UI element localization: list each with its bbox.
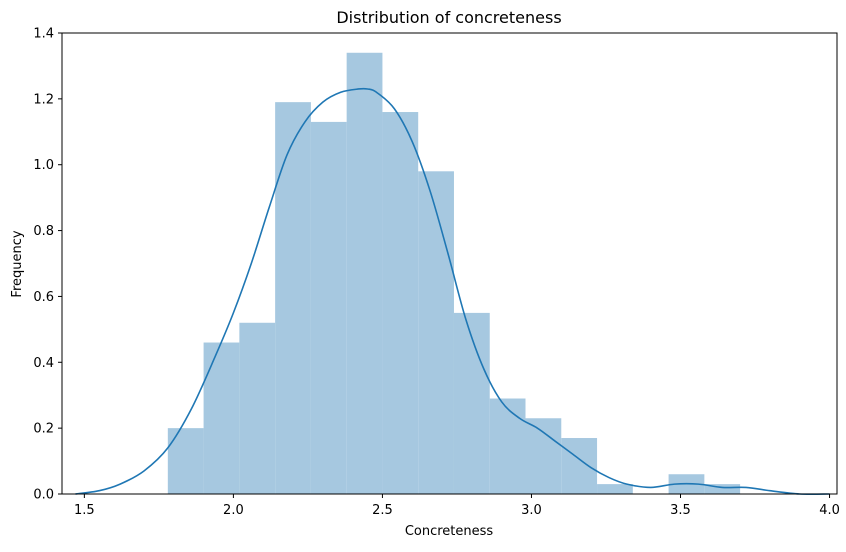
x-axis: 1.5 2.0 2.5 3.0 3.5 4.0 (74, 494, 840, 518)
histogram-bar-0 (167, 428, 204, 494)
x-tick-label-0: 1.5 (74, 503, 95, 518)
y-tick-label-4: 0.8 (33, 224, 54, 239)
y-tick-label-2: 0.4 (33, 356, 54, 371)
y-tick-label-3: 0.6 (33, 290, 54, 305)
x-axis-label: Concreteness (405, 524, 494, 539)
x-tick-label-5: 4.0 (819, 503, 840, 518)
y-tick-label-6: 1.2 (33, 92, 54, 107)
histogram-bar-15 (704, 484, 741, 494)
histogram-bar-1 (203, 342, 240, 494)
y-tick-label-1: 0.2 (33, 422, 54, 437)
y-tick-label-7: 1.4 (33, 27, 54, 42)
x-tick-label-4: 3.5 (670, 503, 691, 518)
histogram-bars (167, 52, 741, 495)
x-tick-label-3: 3.0 (521, 503, 542, 518)
histogram-bar-8 (453, 312, 490, 494)
y-axis-label: Frequency (10, 230, 25, 297)
y-tick-label-5: 1.0 (33, 158, 54, 173)
histogram-bar-2 (239, 322, 276, 494)
histogram-bar-3 (275, 102, 311, 495)
x-tick-label-2: 2.5 (372, 503, 393, 518)
histogram-bar-11 (561, 438, 598, 494)
kde-curve (75, 87, 830, 496)
x-tick-label-1: 2.0 (223, 503, 244, 518)
y-tick-label-0: 0.0 (33, 488, 54, 503)
plot-frame (61, 32, 838, 495)
histogram-bar-7 (418, 171, 454, 495)
histogram-bar-12 (597, 484, 633, 494)
histogram-bar-10 (525, 418, 562, 494)
histogram-bar-6 (382, 112, 419, 494)
histogram-bar-5 (346, 52, 383, 494)
chart-title: Distribution of concreteness (336, 8, 561, 27)
histogram-bar-4 (310, 121, 347, 494)
histogram-bar-9 (489, 398, 526, 494)
y-axis: 0.0 0.2 0.4 0.6 0.8 1.0 1.2 1.4 (33, 27, 62, 503)
